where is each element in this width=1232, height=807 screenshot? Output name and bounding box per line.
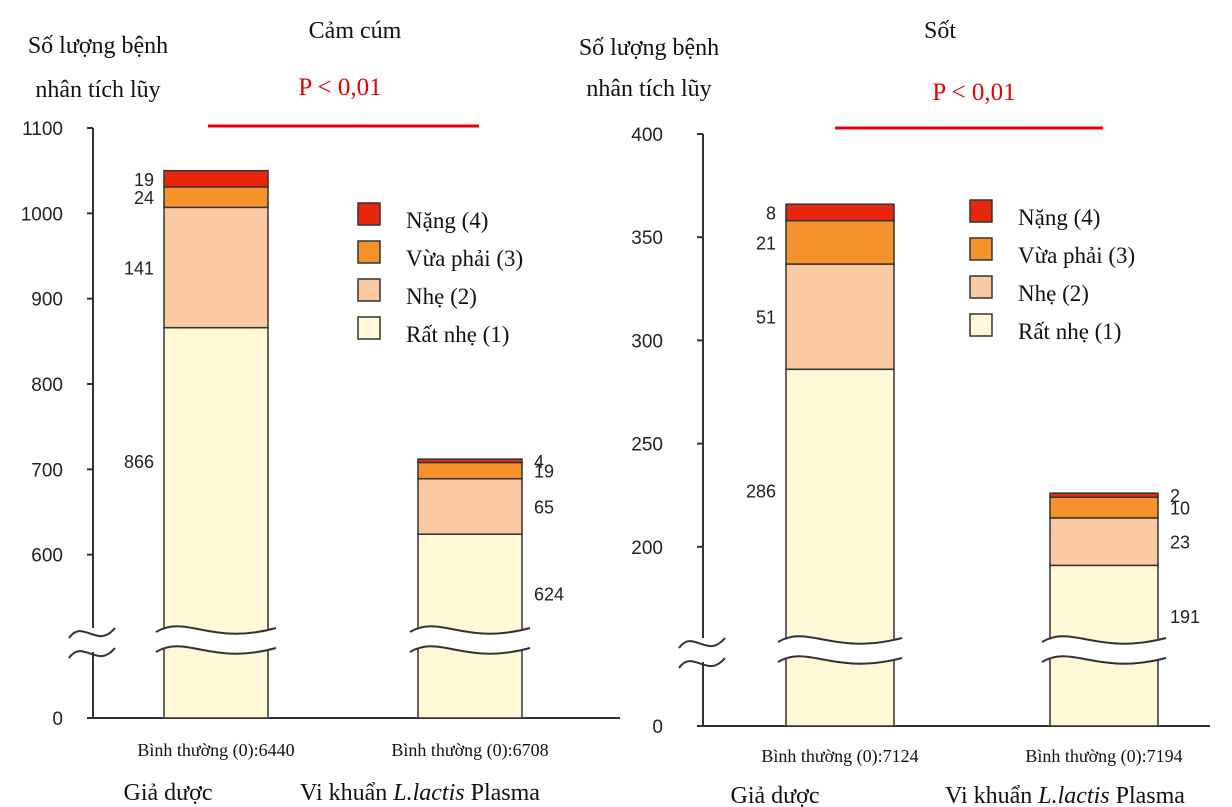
category-label: Giả dược bbox=[123, 780, 212, 806]
data-label: 23 bbox=[1170, 533, 1190, 553]
y-tick-label: 350 bbox=[631, 228, 663, 249]
legend-label: Nặng (4) bbox=[1018, 205, 1100, 230]
y-tick-label: 1100 bbox=[22, 119, 63, 140]
axis-break-wave bbox=[68, 647, 116, 659]
axis-break-wave bbox=[409, 625, 531, 635]
data-label: 141 bbox=[124, 259, 154, 279]
y-tick-label: 0 bbox=[52, 709, 63, 730]
legend-label: Nặng (4) bbox=[406, 208, 488, 233]
legend-label: Vừa phải (3) bbox=[406, 246, 523, 271]
axis-break-wave bbox=[155, 645, 277, 655]
category-label: Vi khuẩn L.lactis Plasma bbox=[300, 780, 540, 806]
y-axis-label-line-2: nhân tích lũy bbox=[586, 76, 711, 102]
bar-segment bbox=[785, 368, 895, 727]
legend-label: Rất nhẹ (1) bbox=[1018, 319, 1121, 344]
data-label: 4 bbox=[534, 452, 544, 472]
category-label-italic: L.lactis bbox=[1037, 783, 1109, 807]
chart-panel-1: Cảm cúm Số lượng bệnh nhân tích lũy P < 0,0… bbox=[21, 18, 620, 806]
bar-segment bbox=[1049, 517, 1159, 567]
legend-label: Vừa phải (3) bbox=[1018, 243, 1135, 268]
bar-segment bbox=[785, 263, 895, 371]
category-label-text: Vi khuẩn bbox=[945, 783, 1038, 807]
category-label-text: Plasma bbox=[1110, 783, 1186, 807]
axis-break-wave bbox=[777, 655, 903, 665]
y-tick-label: 0 bbox=[652, 717, 663, 738]
data-label: 10 bbox=[1170, 499, 1190, 519]
category-label-text: Giả dược bbox=[123, 780, 212, 806]
data-label: 24 bbox=[134, 188, 154, 208]
y-axis-label-line-1: Số lượng bệnh bbox=[579, 35, 719, 61]
data-label: 65 bbox=[534, 497, 554, 517]
bar-segment bbox=[163, 326, 269, 719]
legend-swatch bbox=[357, 202, 381, 226]
y-tick-label: 800 bbox=[31, 375, 63, 396]
legend-swatch bbox=[357, 240, 381, 264]
chart-title: Cảm cúm bbox=[309, 18, 402, 44]
bar-segment bbox=[417, 477, 523, 535]
legend-label: Nhẹ (2) bbox=[1018, 281, 1089, 306]
data-label: 866 bbox=[124, 452, 154, 472]
bar-segment bbox=[1049, 492, 1159, 499]
category-label: Giả dược bbox=[730, 783, 819, 807]
data-label: 2 bbox=[1170, 486, 1180, 506]
bar-segment bbox=[417, 461, 523, 480]
y-tick-label: 600 bbox=[31, 546, 63, 567]
bar-segment bbox=[785, 219, 895, 265]
y-tick-label: 700 bbox=[31, 460, 63, 481]
bar-segment bbox=[163, 206, 269, 329]
bar-segment bbox=[417, 458, 523, 464]
data-label: 286 bbox=[746, 482, 776, 502]
bar-segment bbox=[163, 186, 269, 209]
data-label: 51 bbox=[756, 308, 776, 328]
axis-break-wave bbox=[777, 635, 903, 645]
data-label: 21 bbox=[756, 233, 776, 253]
y-axis-label-line-2: nhân tích lũy bbox=[35, 77, 160, 103]
legend-label: Rất nhẹ (1) bbox=[406, 322, 509, 347]
legend-swatch bbox=[969, 313, 993, 337]
data-label: 191 bbox=[1170, 607, 1200, 627]
p-value-label: P < 0,01 bbox=[932, 79, 1015, 106]
y-tick-label: 400 bbox=[631, 125, 663, 146]
bar-segment bbox=[163, 169, 269, 188]
data-label: 8 bbox=[766, 203, 776, 223]
chart-panel-2: Sốt Số lượng bệnh nhân tích lũy P < 0,01 0 20… bbox=[579, 18, 1210, 807]
normal-count-label: Bình thường (0):6708 bbox=[391, 740, 548, 761]
y-axis-label-line-1: Số lượng bệnh bbox=[28, 33, 168, 59]
y-tick-label: 1000 bbox=[21, 204, 63, 225]
normal-count-label: Bình thường (0):7124 bbox=[761, 746, 918, 767]
bar-segment bbox=[1049, 496, 1159, 519]
chart-title: Sốt bbox=[924, 18, 956, 44]
p-value-label: P < 0,01 bbox=[298, 74, 381, 101]
legend-swatch bbox=[969, 237, 993, 261]
legend-label: Nhẹ (2) bbox=[406, 284, 477, 309]
normal-count-label: Bình thường (0):6440 bbox=[137, 740, 294, 761]
bar-segment bbox=[785, 203, 895, 222]
category-label-text: Vi khuẩn bbox=[300, 780, 393, 806]
y-tick-label: 300 bbox=[631, 331, 663, 352]
category-label: Vi khuẩn L.lactis Plasma bbox=[945, 783, 1185, 807]
data-label: 624 bbox=[534, 584, 564, 604]
y-tick-label: 900 bbox=[31, 290, 63, 311]
category-label-italic: L.lactis bbox=[392, 780, 464, 806]
axis-break-wave bbox=[678, 637, 726, 649]
legend-swatch bbox=[969, 275, 993, 299]
legend-swatch bbox=[969, 199, 993, 223]
axis-break-wave bbox=[155, 625, 277, 635]
data-label: 19 bbox=[534, 462, 554, 482]
normal-count-label: Bình thường (0):7194 bbox=[1025, 746, 1182, 767]
axis-break-wave bbox=[68, 627, 116, 639]
y-tick-label: 200 bbox=[631, 538, 663, 559]
axis-break-wave bbox=[1041, 635, 1167, 645]
category-label-text: Plasma bbox=[465, 780, 541, 806]
data-label: 19 bbox=[134, 170, 154, 190]
axis-break-wave bbox=[1041, 655, 1167, 665]
y-tick-label: 250 bbox=[631, 435, 663, 456]
axis-break-wave bbox=[409, 645, 531, 655]
legend-swatch bbox=[357, 278, 381, 302]
axis-break-wave bbox=[678, 657, 726, 669]
legend-swatch bbox=[357, 316, 381, 340]
category-label-text: Giả dược bbox=[730, 783, 819, 807]
